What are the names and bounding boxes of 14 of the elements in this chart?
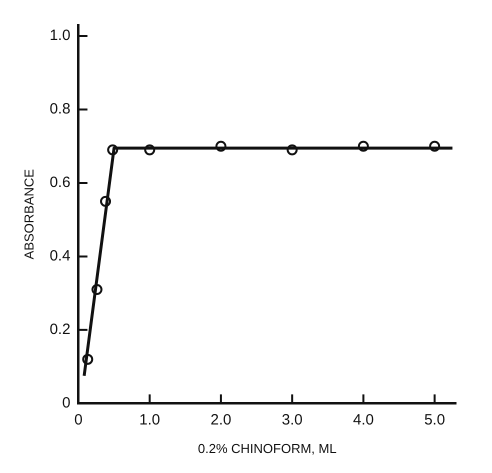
y-tick-label: 0.6 <box>50 174 70 192</box>
y-tick-label: 0.8 <box>50 100 70 118</box>
x-tick-label: 5.0 <box>424 412 446 429</box>
x-tick-label: 0 <box>74 412 83 429</box>
x-tick-label: 1.0 <box>139 412 160 429</box>
y-tick-label: 0.4 <box>50 248 70 265</box>
x-tick-label: 3.0 <box>282 412 303 429</box>
y-tick-label: 0.2 <box>50 321 70 338</box>
x-tick-label: 4.0 <box>352 412 374 429</box>
y-tick-label: 1.0 <box>50 27 70 44</box>
y-axis-title: ABSORBANCE <box>21 168 36 260</box>
x-tick-label: 2.0 <box>210 412 232 429</box>
x-axis-title: 0.2% CHINOFORM, ML <box>198 440 337 456</box>
y-tick-label: 0 <box>62 394 70 412</box>
